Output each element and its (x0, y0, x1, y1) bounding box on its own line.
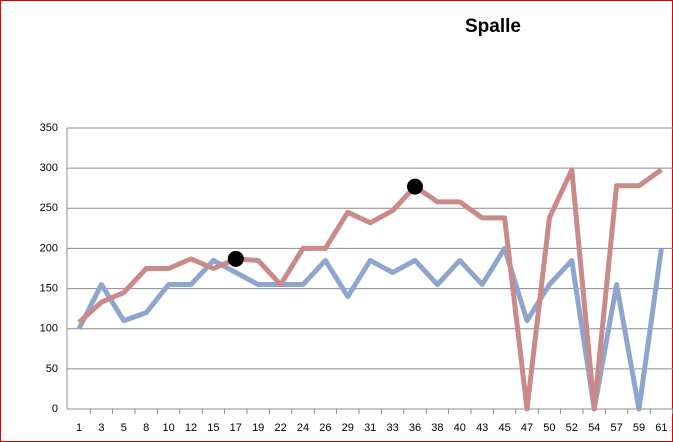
series-line (76, 245, 664, 412)
x-tick-label: 38 (431, 422, 443, 434)
chart-title: Spalle (465, 16, 521, 37)
x-tick-label: 43 (476, 422, 488, 434)
x-tick-label: 47 (521, 422, 533, 434)
y-tick-label: 150 (40, 282, 58, 294)
x-tick-label: 26 (319, 422, 331, 434)
x-tick-label: 61 (655, 422, 667, 434)
x-tick-label: 52 (566, 422, 578, 434)
x-tick-label: 10 (162, 422, 174, 434)
y-tick-label: 50 (46, 363, 58, 375)
y-tick-label: 0 (52, 403, 58, 415)
x-tick-label: 36 (409, 422, 421, 434)
highlight-marker (227, 250, 244, 267)
x-tick-label: 19 (252, 422, 264, 434)
x-tick-label: 45 (498, 422, 510, 434)
y-tick-label: 350 (40, 122, 58, 134)
x-tick-label: 22 (274, 422, 286, 434)
y-tick-label: 300 (40, 162, 58, 174)
x-tick-label: 40 (454, 422, 466, 434)
x-tick-label: 33 (386, 422, 398, 434)
y-tick-label: 100 (40, 323, 58, 335)
y-tick-label: 200 (40, 242, 58, 254)
x-tick-label: 31 (364, 422, 376, 434)
y-tick-label: 250 (40, 202, 58, 214)
x-tick-label: 57 (610, 422, 622, 434)
x-tick-label: 59 (633, 422, 645, 434)
x-tick-label: 29 (342, 422, 354, 434)
x-tick-label: 3 (98, 422, 104, 434)
x-tick-label: 54 (588, 422, 600, 434)
x-tick-label: 50 (543, 422, 555, 434)
x-tick-label: 12 (185, 422, 197, 434)
x-tick-label: 15 (207, 422, 219, 434)
x-tick-label: 17 (230, 422, 242, 434)
x-tick-label: 24 (297, 422, 309, 434)
x-tick-label: 8 (143, 422, 149, 434)
series-line (77, 167, 663, 412)
x-tick-label: 1 (76, 422, 82, 434)
highlight-marker (407, 178, 423, 195)
x-tick-label: 5 (121, 422, 127, 434)
